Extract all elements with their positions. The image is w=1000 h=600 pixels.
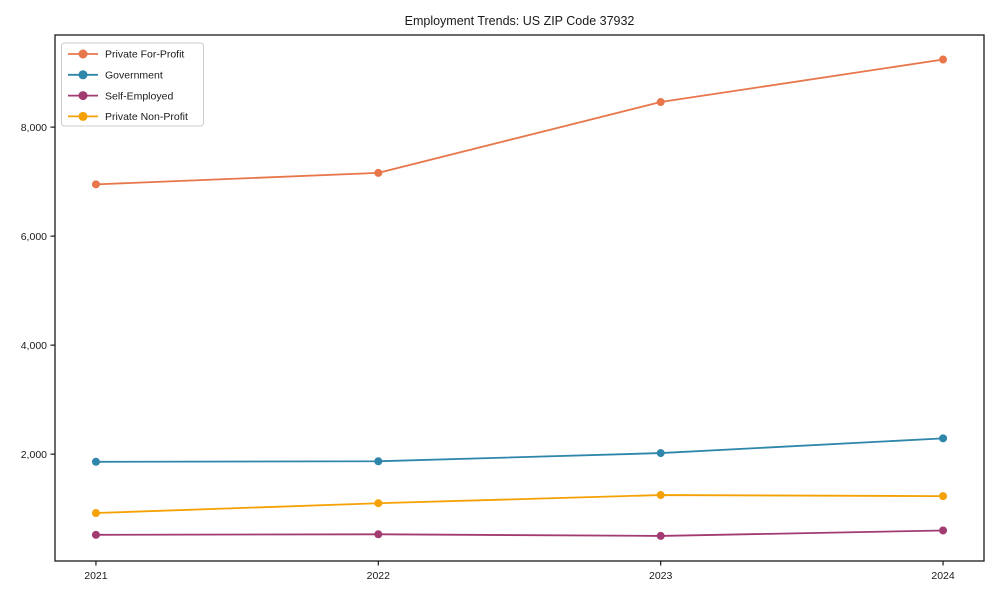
legend-label: Self-Employed bbox=[105, 90, 173, 102]
data-point-marker bbox=[656, 449, 665, 458]
legend-label: Government bbox=[105, 70, 163, 82]
data-point-marker bbox=[374, 530, 383, 539]
series-line bbox=[95, 58, 944, 186]
y-tick-label: 6,000 bbox=[21, 231, 47, 243]
y-axis: 2,000 4,000 6,000 8,000 bbox=[21, 122, 55, 461]
y-tick-label: 2,000 bbox=[21, 449, 47, 461]
series-layer bbox=[91, 55, 948, 540]
series-line bbox=[95, 494, 944, 514]
data-point-marker bbox=[939, 434, 948, 443]
data-point-marker bbox=[374, 168, 383, 177]
data-point-marker bbox=[939, 55, 948, 64]
series-line bbox=[95, 529, 944, 537]
data-point-marker bbox=[374, 457, 383, 466]
y-tick-label: 4,000 bbox=[21, 340, 47, 352]
series-private-for-profit bbox=[91, 55, 948, 189]
data-point-marker bbox=[91, 180, 100, 189]
legend-entry-government: Government bbox=[68, 70, 163, 82]
legend-entry-self-employed: Self-Employed bbox=[68, 90, 173, 102]
plot-area bbox=[54, 34, 985, 562]
data-point-marker bbox=[374, 499, 383, 508]
legend-marker bbox=[78, 49, 88, 59]
data-point-marker bbox=[656, 491, 665, 500]
series-government bbox=[91, 434, 948, 466]
data-point-marker bbox=[656, 531, 665, 540]
legend-label: Private Non-Profit bbox=[105, 111, 188, 123]
legend-entry-private-for-profit: Private For-Profit bbox=[68, 49, 184, 61]
series-line bbox=[95, 437, 944, 463]
x-tick-label: 2024 bbox=[931, 570, 955, 582]
data-point-marker bbox=[939, 526, 948, 535]
legend-box bbox=[61, 42, 204, 127]
series-self-employed bbox=[91, 526, 948, 540]
x-tick-label: 2021 bbox=[84, 570, 108, 582]
legend-marker bbox=[78, 91, 88, 101]
plot-border bbox=[54, 34, 985, 562]
legend: Private For-Profit Government Self-Employe… bbox=[61, 42, 204, 127]
data-point-marker bbox=[939, 492, 948, 501]
x-tick-label: 2022 bbox=[367, 570, 391, 582]
legend-entry-private-non-profit: Private Non-Profit bbox=[68, 111, 188, 123]
legend-marker bbox=[78, 111, 88, 121]
data-point-marker bbox=[91, 509, 100, 518]
x-tick-label: 2023 bbox=[649, 570, 673, 582]
chart-title: Employment Trends: US ZIP Code 37932 bbox=[405, 14, 635, 28]
series-private-non-profit bbox=[91, 491, 948, 518]
y-tick-label: 8,000 bbox=[21, 122, 47, 134]
legend-marker bbox=[78, 70, 88, 80]
data-point-marker bbox=[91, 530, 100, 539]
x-axis: 2021 2022 2023 2024 bbox=[84, 561, 955, 582]
legend-label: Private For-Profit bbox=[105, 49, 184, 61]
data-point-marker bbox=[656, 98, 665, 107]
data-point-marker bbox=[91, 457, 100, 466]
